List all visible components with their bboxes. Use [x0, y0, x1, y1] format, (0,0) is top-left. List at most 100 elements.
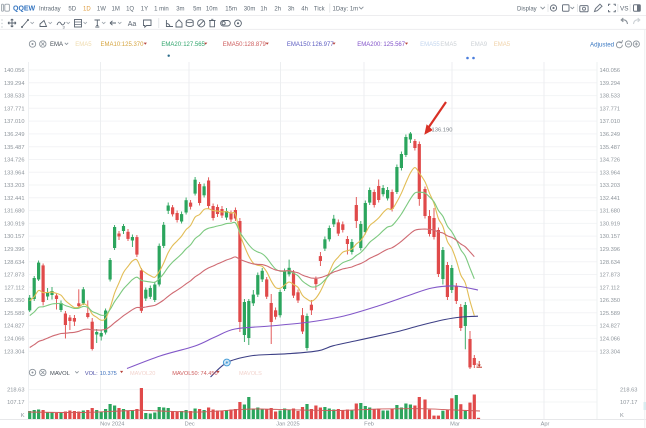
svg-text:EMA20:: EMA20: [161, 42, 183, 48]
svg-text:124.827: 124.827 [4, 324, 25, 330]
svg-text:127.565: 127.565 [183, 42, 205, 48]
svg-text:128.879: 128.879 [244, 42, 266, 48]
svg-text:EMA: EMA [50, 42, 63, 48]
svg-text:125.589: 125.589 [600, 311, 621, 317]
svg-text:MAVOL: MAVOL [50, 371, 71, 377]
svg-text:MAVOL50:: MAVOL50: [172, 371, 199, 377]
svg-text:128.634: 128.634 [4, 260, 25, 266]
svg-text:QQEW: QQEW [13, 6, 36, 13]
svg-text:5D: 5D [68, 7, 76, 13]
svg-text:EMA5: EMA5 [75, 42, 92, 48]
svg-text:218.63: 218.63 [7, 388, 24, 394]
svg-text:Aa: Aa [128, 21, 137, 28]
svg-text:139.294: 139.294 [600, 81, 621, 87]
svg-text:EMA55: EMA55 [420, 42, 440, 48]
svg-text:1D: 1D [83, 7, 91, 13]
svg-text:5m: 5m [193, 7, 201, 13]
svg-text:1Y: 1Y [141, 7, 148, 13]
svg-text:10m: 10m [206, 7, 218, 13]
svg-text:K: K [620, 413, 624, 419]
svg-text:Display: Display [517, 7, 537, 13]
svg-text:1Q: 1Q [126, 7, 134, 13]
svg-text:129.396: 129.396 [4, 247, 25, 253]
svg-text:133.964: 133.964 [4, 170, 25, 176]
svg-text:1M: 1M [112, 7, 120, 13]
svg-text:123.304: 123.304 [600, 349, 621, 355]
svg-text:1W: 1W [97, 7, 106, 13]
svg-text:MAVOL20: MAVOL20 [130, 371, 155, 377]
svg-text:130.157: 130.157 [4, 234, 25, 240]
svg-text:EMA5: EMA5 [494, 42, 511, 48]
svg-text:Tick: Tick [314, 7, 326, 13]
svg-text:1h: 1h [260, 7, 267, 13]
svg-text:125.589: 125.589 [4, 311, 25, 317]
svg-text:139.294: 139.294 [4, 81, 25, 87]
svg-text:131.680: 131.680 [4, 209, 25, 215]
svg-text:3: 3 [63, 25, 66, 30]
svg-text:Adjusted: Adjusted [590, 41, 615, 48]
svg-text:3m: 3m [176, 7, 184, 13]
svg-text:127.112: 127.112 [600, 285, 620, 291]
svg-text:136.249: 136.249 [4, 132, 25, 138]
svg-text:136.249: 136.249 [600, 132, 621, 138]
svg-text:132.441: 132.441 [600, 196, 621, 202]
svg-text:136.190: 136.190 [432, 128, 453, 134]
svg-text:127.873: 127.873 [4, 273, 25, 279]
svg-text:EMA200:: EMA200: [357, 42, 382, 48]
svg-text:1Day: 1m: 1Day: 1m [333, 7, 359, 13]
svg-text:130.919: 130.919 [600, 222, 621, 228]
svg-text:134.726: 134.726 [600, 158, 621, 164]
svg-text:Intraday: Intraday [39, 7, 61, 13]
svg-text:1 min: 1 min [154, 7, 169, 13]
svg-text:K: K [21, 413, 25, 419]
svg-text:3h: 3h [288, 7, 295, 13]
svg-text:EMA10:: EMA10: [101, 42, 123, 48]
svg-text:137.771: 137.771 [600, 106, 621, 112]
svg-text:128.634: 128.634 [600, 260, 621, 266]
svg-text:133.203: 133.203 [4, 183, 25, 189]
svg-text:135.487: 135.487 [600, 145, 621, 151]
svg-text:15m: 15m [225, 7, 237, 13]
svg-text:127.873: 127.873 [600, 273, 621, 279]
svg-text:EMA150:: EMA150: [287, 42, 312, 48]
svg-text:132.441: 132.441 [4, 196, 25, 202]
svg-text:Feb: Feb [364, 422, 374, 428]
svg-text:218.63: 218.63 [620, 388, 637, 394]
svg-text:74.450: 74.450 [201, 371, 218, 377]
svg-text:4h: 4h [301, 7, 308, 13]
svg-text:VS: VS [620, 6, 629, 13]
svg-text:137.010: 137.010 [600, 119, 621, 125]
svg-text:126.977: 126.977 [312, 42, 334, 48]
svg-text:140.056: 140.056 [4, 68, 25, 74]
svg-text:125.567: 125.567 [383, 42, 405, 48]
svg-text:137.771: 137.771 [4, 106, 25, 112]
svg-text:107.17: 107.17 [620, 400, 637, 406]
svg-text:Nov 2024: Nov 2024 [100, 422, 124, 428]
svg-text:125.370: 125.370 [122, 42, 144, 48]
svg-text:EMA50:: EMA50: [223, 42, 245, 48]
svg-text:Mar: Mar [450, 422, 460, 428]
svg-text:129.396: 129.396 [600, 247, 621, 253]
svg-text:130.919: 130.919 [4, 222, 25, 228]
svg-text:124.066: 124.066 [600, 337, 621, 343]
svg-text:134.726: 134.726 [4, 158, 25, 164]
svg-text:124.827: 124.827 [600, 324, 621, 330]
svg-text:107.17: 107.17 [7, 400, 24, 406]
svg-text:VOL:: VOL: [85, 371, 98, 377]
svg-text:131.680: 131.680 [600, 209, 621, 215]
svg-text:Dec: Dec [185, 422, 195, 428]
svg-text:EMA9: EMA9 [471, 42, 488, 48]
svg-text:138.533: 138.533 [600, 94, 621, 100]
svg-text:Jan 2025: Jan 2025 [276, 422, 299, 428]
svg-text:30m: 30m [244, 7, 256, 13]
svg-text:135.487: 135.487 [4, 145, 25, 151]
svg-text:133.203: 133.203 [600, 183, 621, 189]
svg-text:10.375: 10.375 [100, 371, 117, 377]
svg-text:138.533: 138.533 [4, 94, 25, 100]
svg-text:126.350: 126.350 [4, 298, 25, 304]
svg-text:126.350: 126.350 [600, 298, 621, 304]
svg-text:124.066: 124.066 [4, 337, 25, 343]
svg-text:137.010: 137.010 [4, 119, 25, 125]
svg-text:EMA5: EMA5 [440, 42, 457, 48]
svg-text:MAVOLS: MAVOLS [239, 371, 262, 377]
